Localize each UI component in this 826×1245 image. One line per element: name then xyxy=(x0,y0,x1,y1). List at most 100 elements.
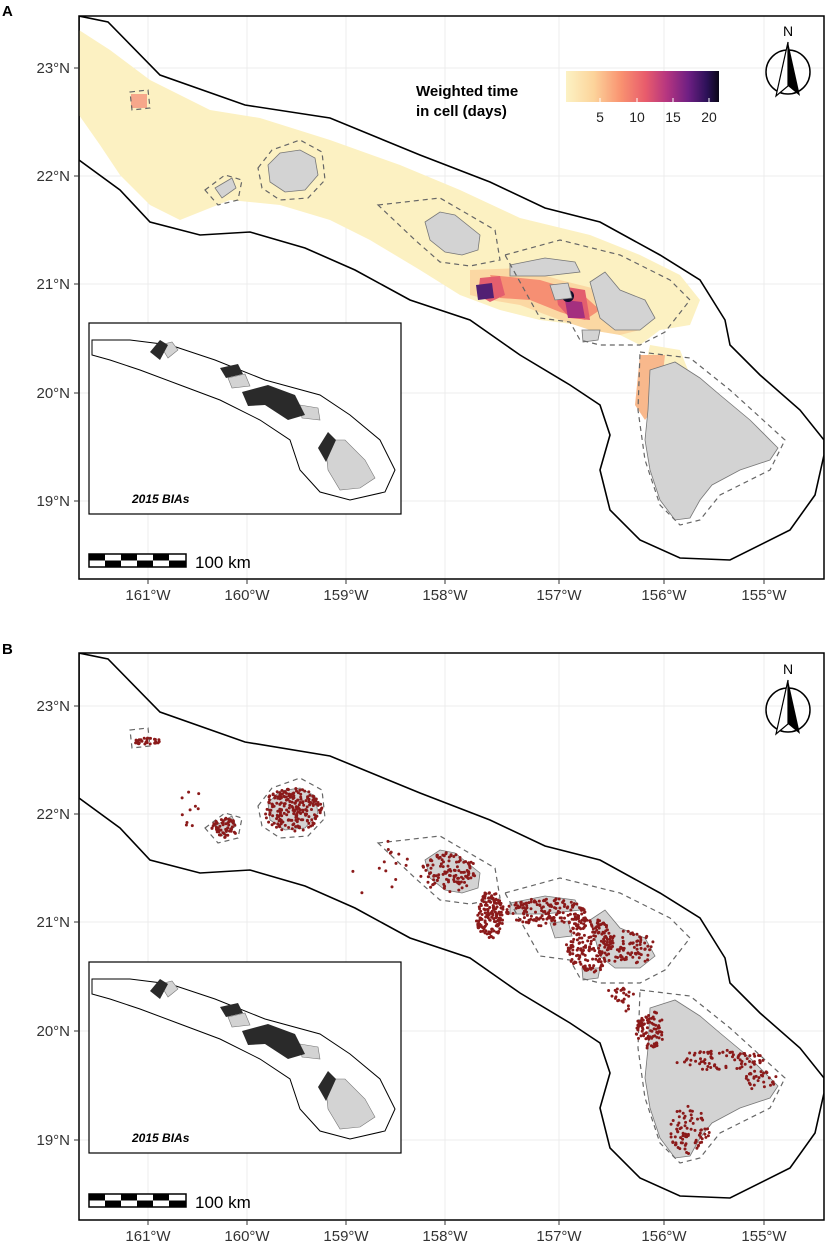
location-point xyxy=(596,918,600,922)
location-point xyxy=(301,800,305,804)
location-point xyxy=(656,1031,660,1035)
location-point xyxy=(584,945,588,949)
location-point xyxy=(681,1131,685,1135)
location-point xyxy=(459,870,463,874)
location-point xyxy=(638,1023,642,1027)
location-point xyxy=(298,788,302,792)
location-point xyxy=(484,901,488,905)
location-point xyxy=(600,950,604,954)
location-point xyxy=(290,800,294,804)
scale-bar-label: 100 km xyxy=(195,553,251,572)
location-point xyxy=(319,802,323,806)
location-point xyxy=(748,1083,752,1086)
location-point xyxy=(447,855,451,859)
location-point xyxy=(569,908,573,912)
location-point xyxy=(452,868,456,872)
north-label: N xyxy=(783,23,793,39)
location-point xyxy=(429,885,433,889)
location-point xyxy=(743,1062,747,1066)
location-point xyxy=(466,870,470,874)
location-point xyxy=(439,862,443,866)
location-point xyxy=(589,967,593,971)
location-point xyxy=(658,1030,662,1034)
location-point xyxy=(525,906,529,910)
location-point xyxy=(571,945,575,949)
location-point xyxy=(580,912,584,916)
location-point xyxy=(698,1131,702,1135)
location-point xyxy=(588,964,592,967)
location-point xyxy=(224,822,228,826)
location-point xyxy=(525,904,529,907)
location-point xyxy=(317,808,321,812)
location-point xyxy=(295,815,299,819)
location-point xyxy=(446,878,450,882)
location-point xyxy=(497,910,501,914)
location-point xyxy=(441,865,445,869)
location-point xyxy=(284,791,288,795)
location-point xyxy=(586,959,590,963)
legend-tick: 5 xyxy=(596,109,604,125)
location-point xyxy=(627,994,631,998)
location-point xyxy=(571,952,575,956)
location-point xyxy=(621,948,625,952)
location-point xyxy=(294,805,298,809)
location-point xyxy=(522,916,526,920)
location-point xyxy=(747,1072,751,1076)
location-point xyxy=(570,917,574,921)
location-point xyxy=(479,916,483,920)
location-point xyxy=(627,990,631,994)
location-point xyxy=(600,932,604,936)
location-point xyxy=(724,1064,728,1068)
location-point xyxy=(694,1059,698,1063)
location-point xyxy=(556,911,560,915)
y-axis-a: 23°N 22°N 21°N 20°N 19°N xyxy=(36,60,79,510)
location-point xyxy=(639,940,642,944)
location-point xyxy=(582,922,586,926)
location-point xyxy=(602,931,606,935)
location-point xyxy=(501,905,505,909)
location-point xyxy=(678,1109,682,1113)
location-point xyxy=(506,912,510,916)
location-point xyxy=(494,892,498,896)
location-point xyxy=(487,896,491,900)
location-point xyxy=(637,952,641,956)
location-point xyxy=(525,910,529,914)
location-point xyxy=(643,941,647,945)
location-point xyxy=(568,952,572,956)
location-point xyxy=(645,1044,649,1048)
location-point xyxy=(404,863,408,867)
location-point xyxy=(444,871,448,875)
y-tick-label: 19°N xyxy=(36,493,70,510)
location-point xyxy=(310,818,314,822)
location-point xyxy=(549,904,553,908)
location-point xyxy=(316,801,320,804)
location-point xyxy=(704,1135,708,1139)
location-point xyxy=(308,793,312,797)
location-point xyxy=(557,897,561,901)
location-point xyxy=(298,801,302,804)
location-point xyxy=(647,1020,651,1024)
location-point xyxy=(457,869,461,873)
location-point xyxy=(497,900,501,904)
location-point xyxy=(491,912,495,916)
location-point xyxy=(460,886,464,890)
location-point xyxy=(679,1136,683,1140)
location-point xyxy=(537,899,541,903)
location-point xyxy=(294,825,298,829)
location-point xyxy=(489,930,493,934)
study-area-outline xyxy=(79,653,824,1199)
location-point xyxy=(752,1083,756,1087)
location-point xyxy=(653,1034,657,1038)
location-points xyxy=(134,736,778,1155)
location-point xyxy=(576,953,580,957)
location-point xyxy=(527,901,531,905)
location-point xyxy=(608,937,612,941)
location-point xyxy=(541,917,545,921)
location-point xyxy=(577,919,581,923)
location-point xyxy=(184,823,188,827)
location-point xyxy=(637,1036,640,1040)
legend-title-line2: in cell (days) xyxy=(416,103,507,120)
location-point xyxy=(471,862,475,865)
location-point xyxy=(288,800,292,803)
location-point xyxy=(589,923,593,927)
